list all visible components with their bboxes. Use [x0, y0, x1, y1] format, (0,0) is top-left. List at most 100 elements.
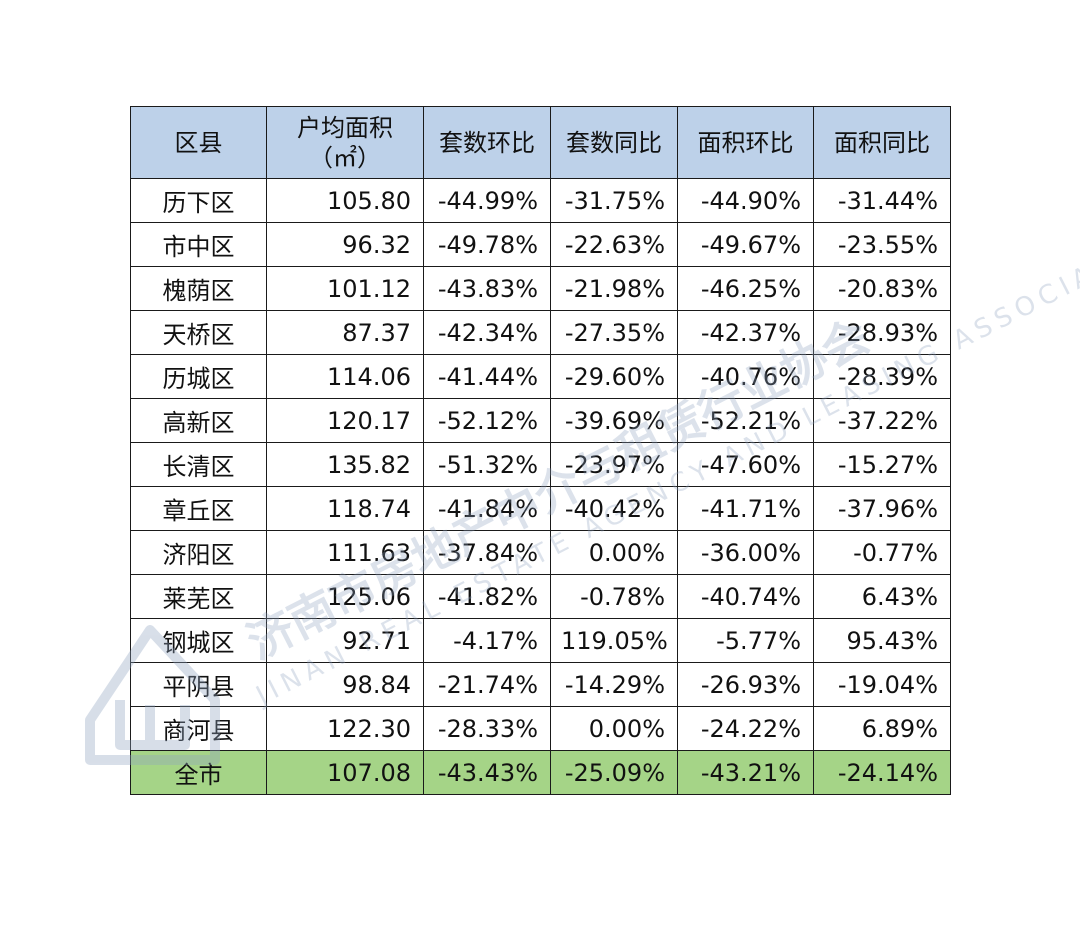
cell-district: 莱芜区 [130, 574, 267, 619]
cell-area-yoy: -28.93% [813, 310, 951, 355]
table-row: 章丘区 118.74 -41.84% -40.42% -41.71% -37.96% [130, 486, 951, 531]
cell-units-yoy: -29.60% [550, 354, 678, 399]
cell-avg-area: 122.30 [266, 706, 424, 751]
cell-area-yoy: -23.55% [813, 222, 951, 267]
cell-avg-area: 105.80 [266, 178, 424, 223]
total-cell-units-yoy: -25.09% [550, 750, 678, 795]
cell-area-mom: -49.67% [677, 222, 814, 267]
cell-units-mom: -4.17% [423, 618, 551, 663]
cell-area-yoy: -19.04% [813, 662, 951, 707]
cell-area-yoy: -31.44% [813, 178, 951, 223]
cell-units-yoy: 0.00% [550, 530, 678, 575]
cell-district: 章丘区 [130, 486, 267, 531]
cell-area-yoy: -37.96% [813, 486, 951, 531]
stats-table: 区县 户均面积 （㎡） 套数环比 套数同比 面积环比 面积同比 历下区 105.8… [130, 106, 951, 795]
cell-avg-area: 114.06 [266, 354, 424, 399]
cell-units-yoy: -0.78% [550, 574, 678, 619]
cell-area-mom: -40.76% [677, 354, 814, 399]
cell-avg-area: 98.84 [266, 662, 424, 707]
cell-units-mom: -37.84% [423, 530, 551, 575]
cell-district: 历城区 [130, 354, 267, 399]
cell-units-yoy: -14.29% [550, 662, 678, 707]
cell-area-mom: -44.90% [677, 178, 814, 223]
cell-units-yoy: 119.05% [550, 618, 678, 663]
total-cell-area-mom: -43.21% [677, 750, 814, 795]
total-cell-avg-area: 107.08 [266, 750, 424, 795]
cell-units-yoy: -23.97% [550, 442, 678, 487]
header-avg-area-label: 户均面积 [297, 113, 393, 142]
cell-units-mom: -28.33% [423, 706, 551, 751]
cell-units-yoy: -22.63% [550, 222, 678, 267]
cell-avg-area: 87.37 [266, 310, 424, 355]
cell-area-mom: -40.74% [677, 574, 814, 619]
table-row: 槐荫区 101.12 -43.83% -21.98% -46.25% -20.83% [130, 266, 951, 311]
header-units-mom: 套数环比 [423, 106, 551, 179]
cell-area-yoy: -15.27% [813, 442, 951, 487]
total-row: 全市 107.08 -43.43% -25.09% -43.21% -24.14% [130, 750, 951, 795]
cell-units-mom: -41.44% [423, 354, 551, 399]
table-row: 历城区 114.06 -41.44% -29.60% -40.76% -28.39% [130, 354, 951, 399]
cell-district: 长清区 [130, 442, 267, 487]
header-avg-area-unit: （㎡） [309, 143, 381, 172]
cell-units-mom: -42.34% [423, 310, 551, 355]
cell-area-mom: -26.93% [677, 662, 814, 707]
cell-area-yoy: -37.22% [813, 398, 951, 443]
cell-units-yoy: -21.98% [550, 266, 678, 311]
cell-avg-area: 135.82 [266, 442, 424, 487]
total-cell-area-yoy: -24.14% [813, 750, 951, 795]
table-row: 历下区 105.80 -44.99% -31.75% -44.90% -31.44% [130, 178, 951, 223]
cell-area-mom: -41.71% [677, 486, 814, 531]
cell-units-mom: -51.32% [423, 442, 551, 487]
cell-district: 槐荫区 [130, 266, 267, 311]
cell-units-yoy: 0.00% [550, 706, 678, 751]
cell-avg-area: 96.32 [266, 222, 424, 267]
cell-district: 高新区 [130, 398, 267, 443]
cell-units-yoy: -40.42% [550, 486, 678, 531]
cell-district: 天桥区 [130, 310, 267, 355]
cell-units-mom: -52.12% [423, 398, 551, 443]
cell-area-mom: -46.25% [677, 266, 814, 311]
cell-avg-area: 125.06 [266, 574, 424, 619]
cell-units-mom: -41.84% [423, 486, 551, 531]
cell-area-mom: -36.00% [677, 530, 814, 575]
header-area-yoy: 面积同比 [813, 106, 951, 179]
header-area-mom: 面积环比 [677, 106, 814, 179]
cell-area-mom: -52.21% [677, 398, 814, 443]
table-row: 莱芜区 125.06 -41.82% -0.78% -40.74% 6.43% [130, 574, 951, 619]
cell-units-mom: -43.83% [423, 266, 551, 311]
cell-district: 平阴县 [130, 662, 267, 707]
cell-avg-area: 92.71 [266, 618, 424, 663]
header-avg-area: 户均面积 （㎡） [266, 106, 424, 179]
cell-district: 济阳区 [130, 530, 267, 575]
table-row: 济阳区 111.63 -37.84% 0.00% -36.00% -0.77% [130, 530, 951, 575]
table-row: 商河县 122.30 -28.33% 0.00% -24.22% 6.89% [130, 706, 951, 751]
cell-units-yoy: -31.75% [550, 178, 678, 223]
cell-district: 商河县 [130, 706, 267, 751]
cell-area-mom: -24.22% [677, 706, 814, 751]
cell-units-yoy: -27.35% [550, 310, 678, 355]
table-row: 长清区 135.82 -51.32% -23.97% -47.60% -15.27% [130, 442, 951, 487]
cell-district: 历下区 [130, 178, 267, 223]
cell-area-yoy: -0.77% [813, 530, 951, 575]
table-row: 天桥区 87.37 -42.34% -27.35% -42.37% -28.93% [130, 310, 951, 355]
cell-avg-area: 111.63 [266, 530, 424, 575]
cell-avg-area: 120.17 [266, 398, 424, 443]
cell-area-yoy: 6.43% [813, 574, 951, 619]
table-row: 钢城区 92.71 -4.17% 119.05% -5.77% 95.43% [130, 618, 951, 663]
total-cell-district: 全市 [130, 750, 267, 795]
cell-area-mom: -5.77% [677, 618, 814, 663]
header-district: 区县 [130, 106, 267, 179]
header-units-yoy: 套数同比 [550, 106, 678, 179]
cell-units-mom: -49.78% [423, 222, 551, 267]
total-cell-units-mom: -43.43% [423, 750, 551, 795]
table-row: 平阴县 98.84 -21.74% -14.29% -26.93% -19.04% [130, 662, 951, 707]
cell-units-mom: -21.74% [423, 662, 551, 707]
table-body: 历下区 105.80 -44.99% -31.75% -44.90% -31.44% 市中区… [130, 178, 951, 795]
table-row: 高新区 120.17 -52.12% -39.69% -52.21% -37.22% [130, 398, 951, 443]
cell-area-yoy: -20.83% [813, 266, 951, 311]
cell-area-yoy: -28.39% [813, 354, 951, 399]
cell-area-mom: -42.37% [677, 310, 814, 355]
cell-avg-area: 101.12 [266, 266, 424, 311]
cell-units-mom: -44.99% [423, 178, 551, 223]
